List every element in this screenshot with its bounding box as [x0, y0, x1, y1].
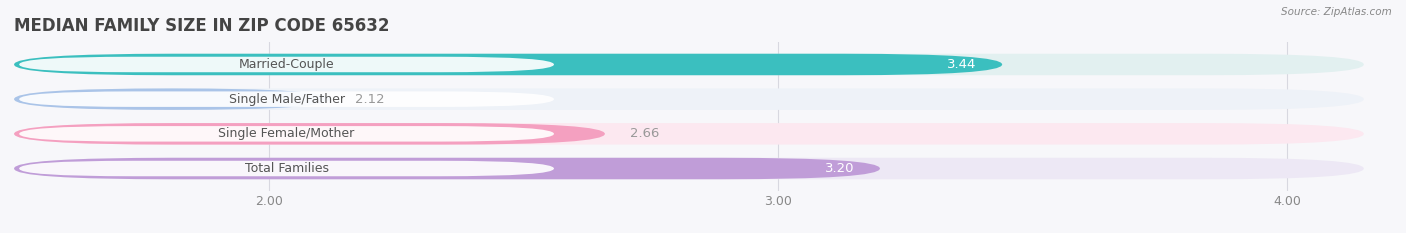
FancyBboxPatch shape — [14, 158, 1364, 179]
FancyBboxPatch shape — [20, 161, 554, 176]
Text: Single Male/Father: Single Male/Father — [229, 93, 344, 106]
Text: MEDIAN FAMILY SIZE IN ZIP CODE 65632: MEDIAN FAMILY SIZE IN ZIP CODE 65632 — [14, 17, 389, 35]
FancyBboxPatch shape — [14, 54, 1364, 75]
Text: Married-Couple: Married-Couple — [239, 58, 335, 71]
FancyBboxPatch shape — [14, 123, 1364, 145]
FancyBboxPatch shape — [20, 91, 554, 107]
FancyBboxPatch shape — [14, 123, 605, 145]
Text: 3.44: 3.44 — [948, 58, 977, 71]
Text: 2.66: 2.66 — [630, 127, 659, 140]
FancyBboxPatch shape — [20, 126, 554, 142]
Text: Single Female/Mother: Single Female/Mother — [218, 127, 354, 140]
FancyBboxPatch shape — [20, 57, 554, 72]
FancyBboxPatch shape — [14, 88, 1364, 110]
FancyBboxPatch shape — [14, 88, 330, 110]
Text: 3.20: 3.20 — [825, 162, 855, 175]
Text: Total Families: Total Families — [245, 162, 329, 175]
FancyBboxPatch shape — [14, 158, 880, 179]
Text: Source: ZipAtlas.com: Source: ZipAtlas.com — [1281, 7, 1392, 17]
Text: 2.12: 2.12 — [356, 93, 385, 106]
FancyBboxPatch shape — [14, 54, 1002, 75]
